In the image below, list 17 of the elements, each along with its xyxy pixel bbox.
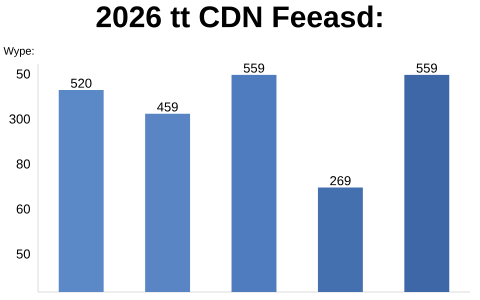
chart-title: 2026 tt CDN Feeasd: [96,6,382,28]
data-label: 269 [330,176,351,186]
data-label: 559 [416,63,437,73]
bar [232,74,276,292]
text: 60 [16,204,30,214]
y-axis-title: Wype: [4,47,34,57]
data-label: 520 [70,78,92,88]
bar [145,114,190,292]
text: 300 [9,114,30,124]
bar [404,74,450,292]
text: 50 [16,249,30,259]
text: 80 [16,159,30,169]
text: 50 [16,69,30,79]
data-label: 459 [157,102,178,112]
bar [58,90,104,292]
bar [318,188,363,292]
data-label: 559 [244,63,264,73]
